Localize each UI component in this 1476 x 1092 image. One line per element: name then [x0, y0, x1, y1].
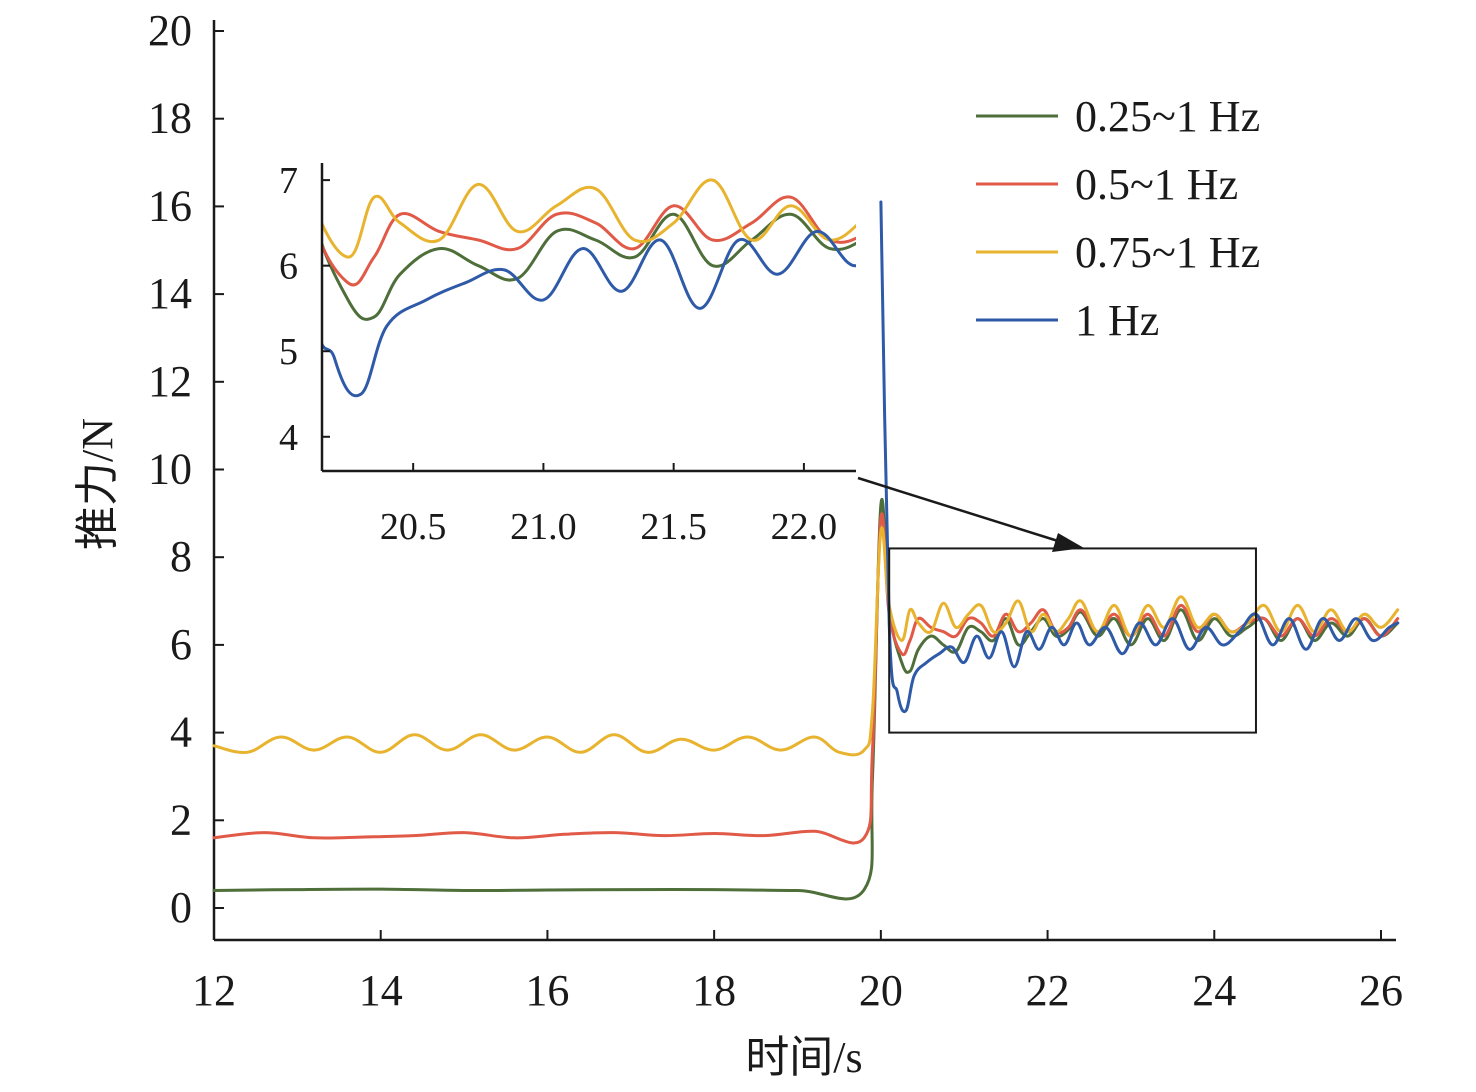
series-line-1 [212, 512, 1400, 845]
inset-x-tick-label: 22.0 [771, 506, 838, 548]
legend-label-2: 0.75~1 Hz [1075, 228, 1260, 277]
y-tick-label: 14 [148, 269, 192, 318]
y-tick-label: 8 [170, 532, 192, 581]
y-tick-label: 0 [170, 883, 192, 932]
inset-series-line-3 [322, 229, 856, 398]
zoom-arrow-shaft [857, 476, 1059, 543]
inset-y-tick-label: 5 [279, 331, 298, 373]
x-tick-label: 18 [692, 966, 736, 1015]
zoom-arrow-head [1052, 533, 1084, 552]
y-tick-label: 4 [170, 708, 192, 757]
y-tick-label: 20 [148, 6, 192, 55]
inset-y-tick-label: 7 [279, 160, 298, 202]
y-tick-label: 12 [148, 357, 192, 406]
inset-y-tick-label: 4 [279, 417, 298, 459]
main-series-group [212, 200, 1400, 901]
y-tick-label: 18 [148, 94, 192, 143]
x-tick-label: 16 [525, 966, 569, 1015]
y-tick-label: 6 [170, 620, 192, 669]
legend: 0.25~1 Hz 0.5~1 Hz 0.75~1 Hz 1 Hz [976, 92, 1260, 345]
x-tick-label: 14 [359, 966, 403, 1015]
inset-background [322, 163, 856, 471]
inset-zoom-plot: 4 5 6 7 20.5 21.0 21.5 22.0 [279, 160, 856, 548]
x-tick-label: 22 [1026, 966, 1070, 1015]
y-tick-label: 16 [148, 181, 192, 230]
x-tick-label: 12 [192, 966, 236, 1015]
x-tick-label: 20 [859, 966, 903, 1015]
series-line-2 [212, 526, 1400, 757]
x-tick-label: 24 [1192, 966, 1236, 1015]
inset-series-line-0 [322, 212, 856, 321]
legend-label-3: 1 Hz [1075, 296, 1159, 345]
y-tick-label: 10 [148, 445, 192, 494]
inset-series-line-2 [322, 178, 856, 259]
inset-x-tick-label: 20.5 [380, 506, 447, 548]
y-tick-label: 2 [170, 795, 192, 844]
inset-y-tick-label: 6 [279, 246, 298, 288]
zoom-box [857, 476, 1257, 734]
legend-label-0: 0.25~1 Hz [1075, 92, 1260, 141]
inset-x-tick-label: 21.5 [640, 506, 707, 548]
inset-x-tick-label: 21.0 [510, 506, 577, 548]
x-tick-label: 26 [1359, 966, 1403, 1015]
inset-series-group [322, 178, 856, 398]
series-line-3 [879, 200, 1400, 713]
inset-series-line-1 [322, 195, 856, 287]
y-axis-title: 推力/N [73, 418, 122, 550]
x-axis-title: 时间/s [745, 1033, 862, 1082]
legend-label-1: 0.5~1 Hz [1075, 160, 1238, 209]
series-line-0 [212, 498, 1400, 901]
